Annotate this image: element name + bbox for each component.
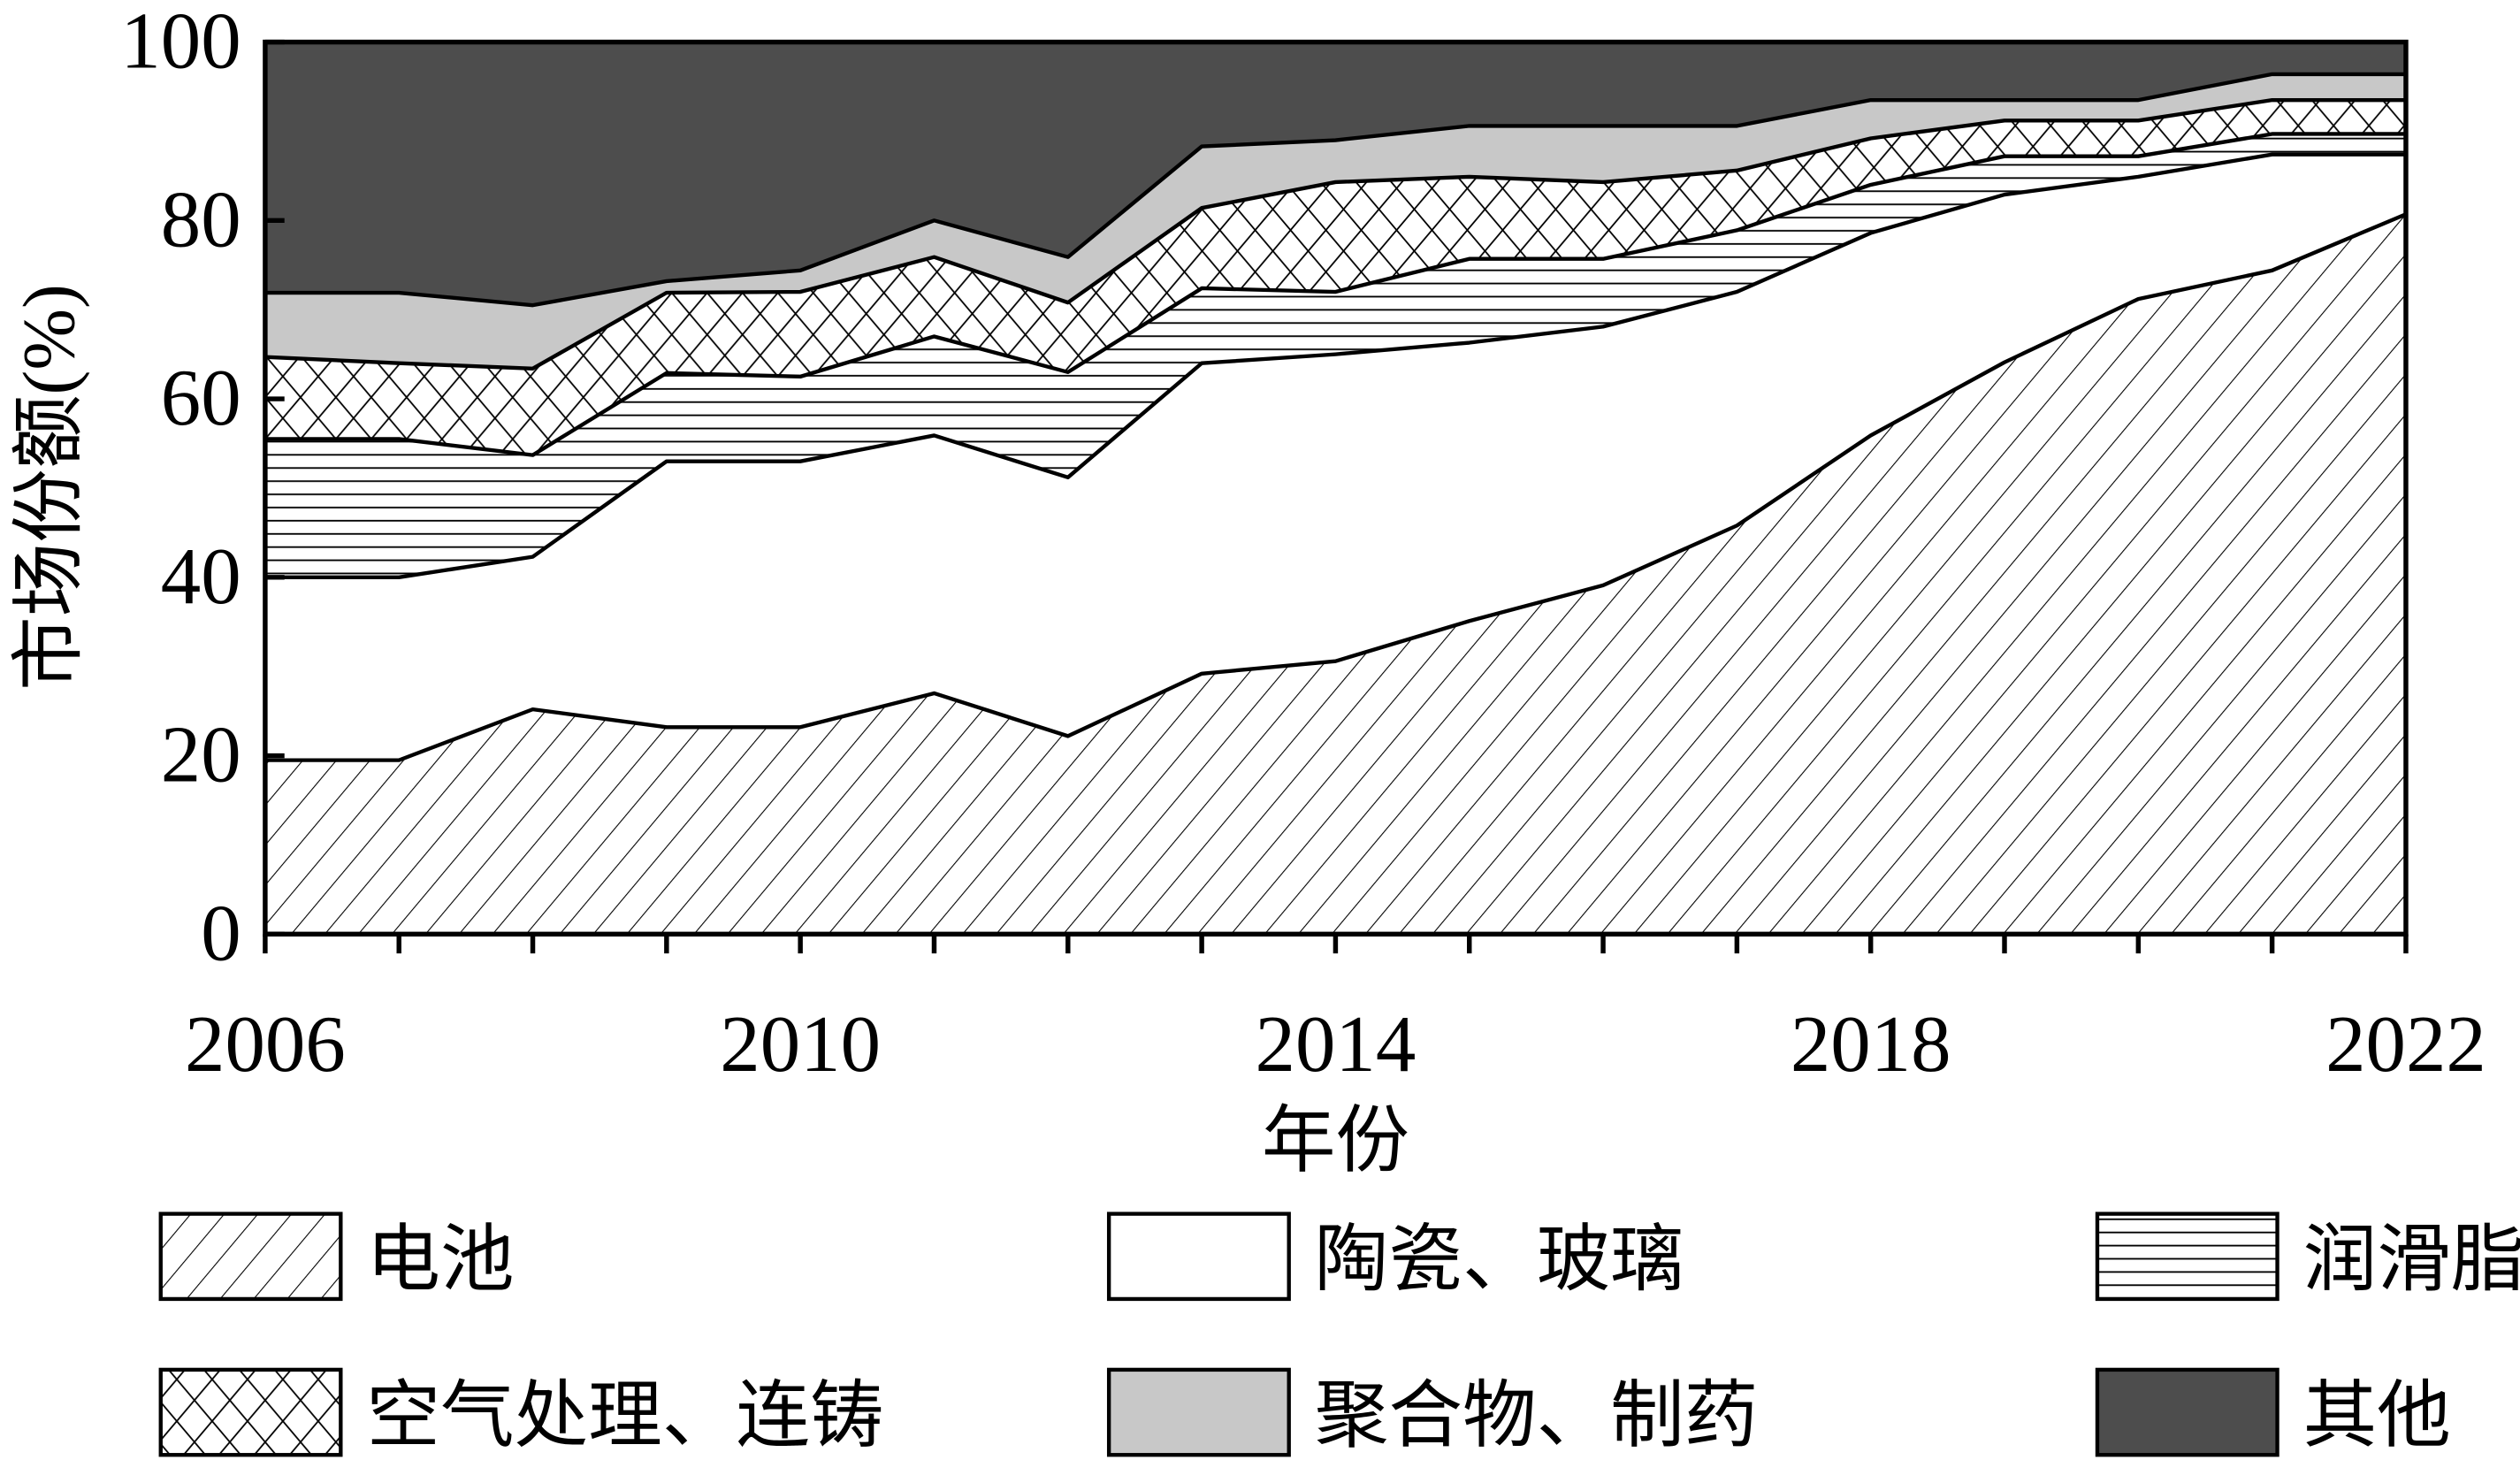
areas (264, 42, 2407, 935)
area-series-5 (264, 42, 2406, 306)
legend-item-series-3: 空气处理、连铸 (158, 1367, 884, 1457)
legend-item-series-4: 聚合物、制药 (1106, 1367, 1759, 1457)
boundary-line-series-3 (264, 97, 2406, 371)
area-series-3 (264, 100, 2406, 455)
y-tick-label: 80 (161, 174, 241, 264)
y-tick-label: 20 (161, 710, 241, 799)
boundary-line-series-4 (264, 72, 2406, 308)
y-axis-label: 市场份额(%) (10, 284, 91, 691)
area-series-0 (264, 214, 2406, 935)
x-tick-label: 2014 (1256, 999, 1417, 1089)
x-tick-label: 2018 (1791, 999, 1951, 1089)
y-tick-label: 40 (161, 531, 241, 621)
legend-swatch (158, 1367, 343, 1457)
legend-swatch (1106, 1212, 1291, 1302)
legend-swatch (2095, 1367, 2279, 1457)
x-tick-label: 2010 (720, 999, 881, 1089)
boundary-line-series-0 (264, 212, 2407, 762)
boundary-line-series-2 (264, 132, 2406, 457)
boundary-line-series-1 (264, 152, 2406, 580)
y-tick-label: 0 (201, 888, 241, 977)
legend-swatch (158, 1212, 343, 1302)
legend-swatch (2095, 1212, 2279, 1302)
legend-swatch (1106, 1367, 1291, 1457)
y-tick-label: 100 (120, 0, 241, 86)
legend-label: 润滑脂 (2303, 1220, 2520, 1302)
legend-label: 其他 (2303, 1376, 2451, 1457)
legend-label: 空气处理、连铸 (366, 1376, 883, 1457)
area-series-2 (264, 134, 2406, 577)
x-axis-label: 年份 (1262, 1101, 1409, 1182)
axes: 2006 2010 2014 2018 2022 0 20 40 60 80 100 (120, 0, 2486, 1089)
legend-item-series-1: 陶瓷、玻璃 (1106, 1212, 1684, 1302)
x-tick-label: 2022 (2325, 999, 2486, 1089)
area-series-4 (264, 73, 2406, 369)
x-tick-label: 2006 (185, 999, 346, 1089)
y-tick-label: 60 (161, 353, 241, 442)
area-series-1 (264, 154, 2406, 761)
legend-label: 陶瓷、玻璃 (1315, 1220, 1684, 1302)
legend-item-series-0: 电池 (158, 1212, 515, 1302)
legend-label: 电池 (366, 1220, 514, 1302)
legend-item-series-2: 润滑脂 (2095, 1212, 2520, 1302)
legend-label: 聚合物、制药 (1315, 1376, 1759, 1457)
legend-item-series-5: 其他 (2095, 1367, 2451, 1457)
